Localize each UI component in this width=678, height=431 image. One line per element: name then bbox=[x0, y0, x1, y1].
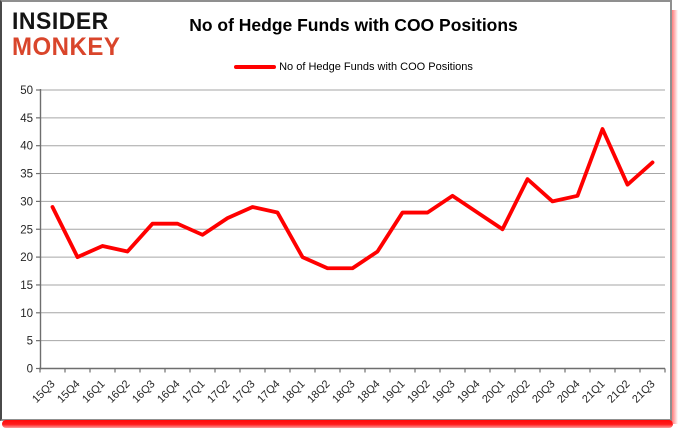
y-tick-label: 0 bbox=[27, 364, 33, 376]
x-tick-label: 18Q3 bbox=[330, 378, 358, 406]
x-tick-label: 20Q4 bbox=[555, 378, 583, 406]
x-tick-label: 16Q3 bbox=[130, 378, 158, 406]
x-tick-label: 15Q3 bbox=[30, 378, 58, 406]
x-tick-label: 19Q2 bbox=[405, 378, 433, 406]
x-tick-label: 19Q4 bbox=[455, 378, 483, 406]
x-tick-label: 16Q1 bbox=[80, 378, 108, 406]
y-tick-label: 25 bbox=[20, 224, 33, 236]
logo-word-monkey: MONKEY bbox=[12, 32, 121, 62]
x-tick-label: 15Q4 bbox=[55, 378, 83, 406]
y-tick-label: 40 bbox=[20, 141, 33, 153]
y-tick-label: 15 bbox=[20, 280, 33, 292]
red-bottom-border bbox=[2, 420, 673, 428]
x-tick-label: 17Q1 bbox=[180, 378, 208, 406]
red-right-glow bbox=[672, 10, 678, 424]
y-tick-label: 35 bbox=[20, 169, 33, 181]
x-tick-label: 18Q4 bbox=[355, 378, 383, 406]
x-tick-label: 20Q3 bbox=[530, 378, 558, 406]
x-tick-label: 17Q3 bbox=[230, 378, 258, 406]
y-tick-label: 5 bbox=[27, 336, 33, 348]
logo-word-insider: INSIDER bbox=[12, 6, 109, 35]
x-tick-label: 19Q3 bbox=[430, 378, 458, 406]
x-tick-label: 19Q1 bbox=[380, 378, 408, 406]
y-tick-label: 45 bbox=[20, 113, 33, 125]
chart-legend: No of Hedge Funds with COO Positions bbox=[42, 61, 665, 73]
x-tick-label: 16Q4 bbox=[155, 378, 183, 406]
x-tick-label: 17Q4 bbox=[255, 378, 283, 406]
chart-card: 0 5 10 15 20 25 30 35 40 45 50 15Q3 15Q4 16Q1 16Q2 16Q3… bbox=[0, 0, 672, 421]
line-chart: 0 5 10 15 20 25 30 35 40 45 50 15Q315Q416Q116Q216Q3… bbox=[20, 85, 666, 406]
x-tick-label: 18Q2 bbox=[305, 378, 333, 406]
x-tick-label: 21Q1 bbox=[580, 378, 608, 406]
x-tick-label: 17Q2 bbox=[205, 378, 233, 406]
x-tick-label: 21Q3 bbox=[630, 378, 658, 406]
x-tick-label: 16Q2 bbox=[105, 378, 133, 406]
legend-label: No of Hedge Funds with COO Positions bbox=[279, 61, 473, 73]
series-line bbox=[50, 127, 655, 271]
insider-monkey-logo: INSIDER MONKEY bbox=[12, 6, 121, 62]
y-tick-label: 50 bbox=[20, 85, 33, 97]
y-tick-label: 10 bbox=[20, 308, 33, 320]
chart-title: No of Hedge Funds with COO Positions bbox=[189, 15, 518, 35]
y-tick-label: 20 bbox=[20, 252, 33, 264]
legend-line-swatch bbox=[234, 65, 277, 69]
x-tick-label: 20Q2 bbox=[505, 378, 533, 406]
x-tick-label: 20Q1 bbox=[480, 378, 508, 406]
x-tick-label: 18Q1 bbox=[280, 378, 308, 406]
x-tick-label: 21Q2 bbox=[605, 378, 633, 406]
y-tick-label: 30 bbox=[20, 196, 33, 208]
